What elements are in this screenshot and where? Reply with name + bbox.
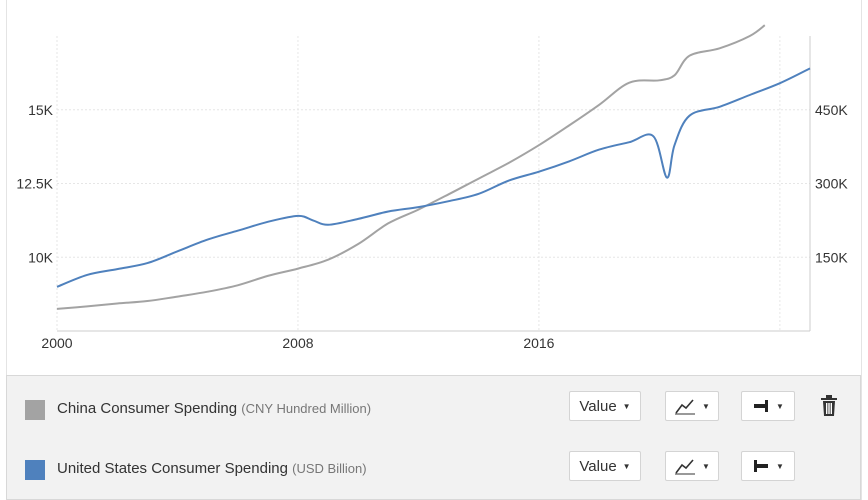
trash-icon[interactable]	[820, 395, 838, 417]
y-left-tick-label: 10K	[28, 249, 54, 265]
y-left-tick-label: 12.5K	[16, 176, 53, 192]
caret-down-icon: ▼	[622, 461, 631, 471]
caret-down-icon: ▼	[776, 461, 784, 471]
line-chart-icon	[675, 399, 696, 415]
x-tick-label: 2000	[41, 335, 72, 351]
china-axis-dropdown[interactable]: ▼	[741, 391, 795, 421]
us-value-label: Value	[579, 457, 617, 475]
legend-panel: China Consumer Spending (CNY Hundred Mil…	[6, 375, 861, 500]
x-tick-label: 2016	[523, 335, 554, 351]
y-right-tick-label: 150K	[815, 249, 848, 265]
y-left-tick-label: 15K	[28, 102, 54, 118]
caret-down-icon: ▼	[702, 461, 710, 471]
us-consumer-spending-line	[56, 67, 811, 288]
us-axis-dropdown[interactable]: ▼	[741, 451, 795, 481]
legend-row-china: China Consumer Spending (CNY Hundred Mil…	[7, 376, 860, 436]
caret-down-icon: ▼	[702, 401, 710, 411]
axis-left-icon	[754, 460, 769, 472]
tick-labels: 2000 2008 2016 10K 12.5K 15K 150K 300K 450K	[16, 102, 848, 351]
legend-row-us: United States Consumer Spending (USD Bil…	[7, 436, 860, 496]
us-chart-type-dropdown[interactable]: ▼	[665, 451, 719, 481]
us-series-name: United States Consumer Spending	[57, 460, 288, 477]
line-chart: 2000 2008 2016 10K 12.5K 15K 150K 300K 450K	[16, 24, 848, 351]
china-value-label: Value	[579, 397, 617, 415]
x-tick-label: 2008	[282, 335, 313, 351]
caret-down-icon: ▼	[622, 401, 631, 411]
us-series-label: United States Consumer Spending (USD Bil…	[57, 460, 367, 477]
grid	[56, 36, 811, 332]
series-layer	[56, 24, 811, 310]
us-value-dropdown[interactable]: Value ▼	[569, 451, 641, 481]
china-color-swatch[interactable]	[25, 400, 45, 420]
us-color-swatch[interactable]	[25, 460, 45, 480]
china-consumer-spending-line	[56, 24, 766, 310]
china-chart-type-dropdown[interactable]: ▼	[665, 391, 719, 421]
china-series-unit: (CNY Hundred Million)	[241, 401, 372, 416]
chart-frame	[6, 0, 862, 500]
china-series-name: China Consumer Spending	[57, 400, 238, 417]
y-right-tick-label: 450K	[815, 102, 848, 118]
line-chart-icon	[675, 459, 696, 475]
axis-right-icon	[754, 400, 769, 412]
caret-down-icon: ▼	[776, 401, 784, 411]
y-right-tick-label: 300K	[815, 176, 848, 192]
china-value-dropdown[interactable]: Value ▼	[569, 391, 641, 421]
china-series-label: China Consumer Spending (CNY Hundred Mil…	[57, 400, 371, 417]
us-series-unit: (USD Billion)	[292, 461, 367, 476]
